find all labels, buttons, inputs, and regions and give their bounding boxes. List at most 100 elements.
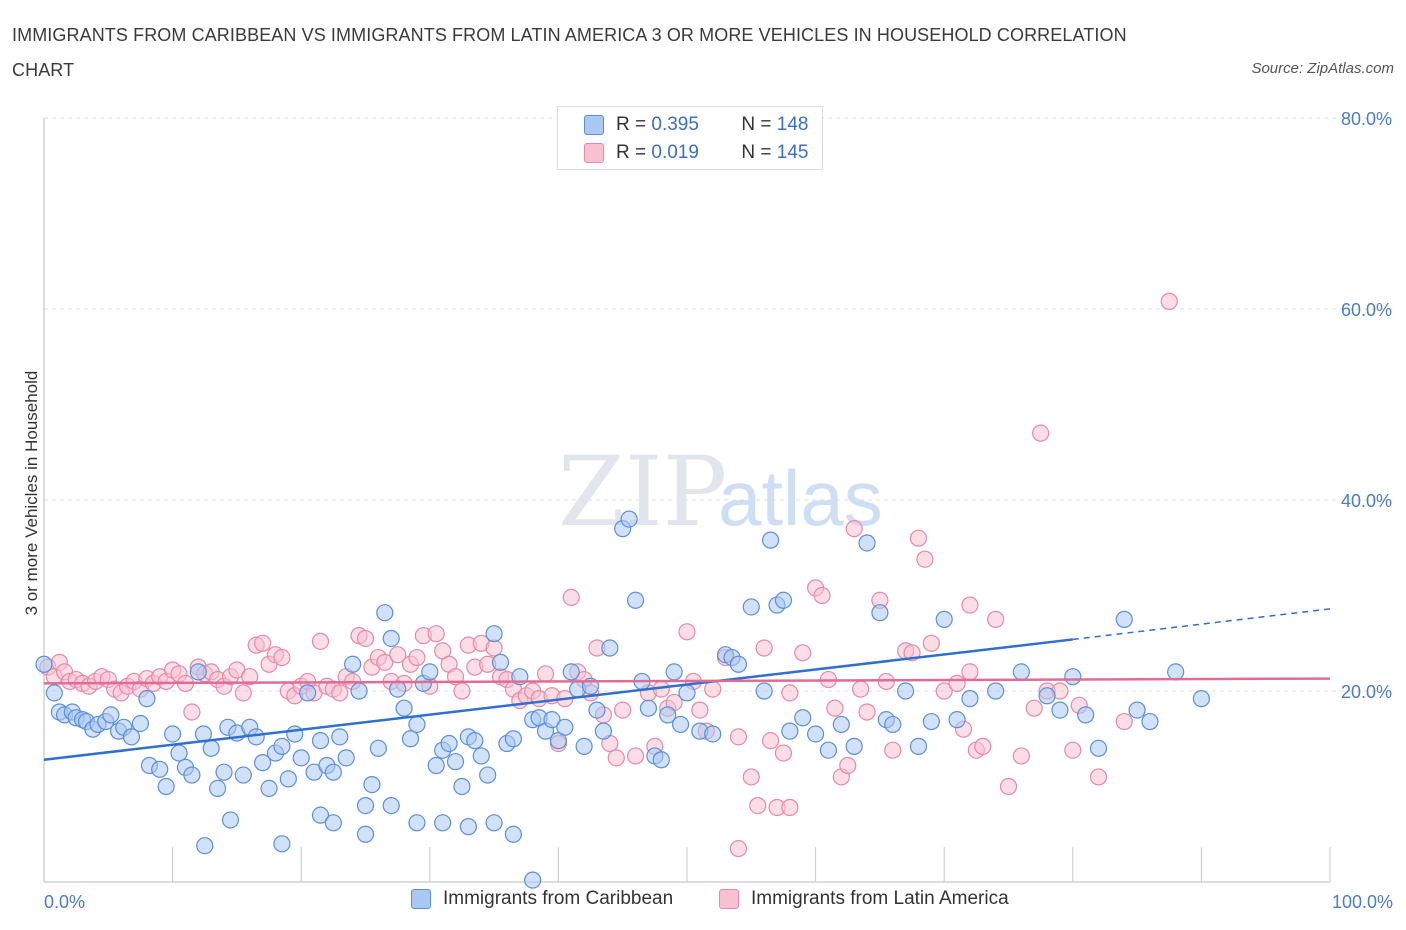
caribbean-point — [987, 682, 1005, 700]
caribbean-point — [273, 737, 291, 755]
legend-swatch-caribbean — [584, 115, 604, 135]
caribbean-point — [1115, 610, 1133, 628]
legend-r-label: R = — [616, 142, 652, 163]
caribbean-point — [202, 739, 220, 757]
legend-n-label: N = — [741, 142, 777, 163]
latin-america-point — [987, 610, 1005, 628]
caribbean-point — [1038, 687, 1056, 705]
caribbean-point — [485, 814, 503, 832]
caribbean-point — [189, 663, 207, 681]
caribbean-point — [562, 663, 580, 681]
caribbean-point — [755, 682, 773, 700]
y-tick-label: 80.0% — [1341, 109, 1392, 129]
series-swatch-latin-america — [719, 889, 739, 909]
trend-lines — [43, 608, 1331, 762]
latin-america-point — [826, 699, 844, 717]
caribbean-point — [408, 814, 426, 832]
correlation-legend: R = 0.395 N = 148 R = 0.019 N = 145 — [557, 106, 823, 170]
caribbean-point — [453, 777, 471, 796]
latin-america-point — [845, 520, 863, 538]
caribbean-point — [401, 730, 420, 748]
caribbean-point — [273, 835, 291, 853]
latin-america-point — [376, 653, 394, 671]
legend-row-caribbean: R = 0.395 N = 148 — [584, 112, 808, 138]
caribbean-point — [421, 663, 439, 681]
caribbean-point — [1012, 663, 1030, 681]
caribbean-point — [260, 779, 278, 798]
latin-america-point — [1089, 768, 1108, 786]
caribbean-point — [389, 680, 407, 698]
latin-america-point — [331, 684, 349, 702]
latin-america-point — [691, 701, 709, 719]
caribbean-point — [427, 756, 445, 775]
caribbean-point — [948, 711, 966, 729]
caribbean-point — [639, 699, 658, 717]
caribbean-point — [466, 732, 484, 750]
caribbean-point — [626, 591, 645, 609]
caribbean-point — [504, 825, 522, 843]
watermark-zip: ZIP — [558, 436, 727, 548]
caribbean-point — [164, 725, 182, 743]
latin-america-point — [626, 747, 645, 765]
caribbean-point — [1141, 712, 1159, 731]
series-legend-caribbean: Immigrants from Caribbean — [411, 888, 673, 910]
caribbean-point — [311, 806, 330, 824]
caribbean-point — [324, 763, 342, 781]
caribbean-point — [524, 871, 542, 889]
caribbean-point — [170, 744, 188, 762]
caribbean-point — [1192, 690, 1211, 708]
caribbean-point — [704, 725, 722, 743]
series-latin-america-points — [39, 292, 1178, 858]
legend-n-value: 148 — [776, 114, 809, 135]
latin-america-point — [961, 596, 979, 614]
chart-title: IMMIGRANTS FROM CARIBBEAN VS IMMIGRANTS … — [12, 25, 1127, 80]
series-name-caribbean: Immigrants from Caribbean — [443, 888, 674, 909]
caribbean-point — [659, 706, 677, 724]
caribbean-point — [395, 699, 413, 717]
series-legend-latin-america: Immigrants from Latin America — [719, 888, 1009, 910]
caribbean-point — [1089, 739, 1108, 757]
latin-america-point — [852, 680, 870, 698]
latin-america-point — [858, 703, 876, 721]
latin-america-point — [254, 634, 272, 652]
x-tick-label: 0.0% — [44, 892, 85, 912]
caribbean-point — [324, 814, 342, 832]
legend-n-label: N = — [741, 114, 777, 135]
y-tick-label: 20.0% — [1341, 682, 1392, 702]
caribbean-point — [344, 655, 362, 673]
legend-r-value: 0.395 — [651, 114, 699, 135]
latin-america-point — [916, 550, 934, 568]
latin-america-point — [884, 741, 902, 759]
latin-america-point — [742, 768, 760, 786]
latin-america-point — [678, 623, 696, 641]
caribbean-point — [459, 818, 477, 836]
caribbean-point — [434, 814, 452, 832]
caribbean-point — [794, 709, 812, 727]
caribbean-point — [845, 737, 863, 755]
caribbean-point — [472, 747, 490, 765]
latin-america-point — [794, 644, 812, 662]
caribbean-point — [871, 604, 889, 622]
y-axis-label: 3 or more Vehicles in Household — [22, 371, 41, 616]
caribbean-point — [729, 655, 748, 673]
axes — [43, 118, 1331, 883]
caribbean-point — [575, 737, 593, 755]
caribbean-point — [35, 655, 53, 673]
latin-america-point — [389, 646, 407, 664]
latin-america-point — [408, 648, 426, 667]
tick-labels: 20.0% 40.0% 60.0% 80.0% 0.0% 100.0% — [44, 109, 1393, 912]
series-swatch-caribbean — [411, 889, 431, 909]
latin-america-point — [1025, 699, 1043, 717]
latin-america-point — [485, 639, 503, 657]
caribbean-point — [131, 714, 150, 733]
caribbean-point — [594, 722, 613, 740]
caribbean-point — [363, 775, 381, 794]
caribbean-point — [234, 766, 252, 784]
caribbean-point — [935, 610, 953, 628]
caribbean-point — [279, 770, 297, 788]
source-label: Source: ZipAtlas.com — [1251, 60, 1394, 77]
latin-america-point — [774, 744, 793, 762]
latin-america-point — [729, 839, 748, 858]
caribbean-point — [556, 718, 574, 736]
